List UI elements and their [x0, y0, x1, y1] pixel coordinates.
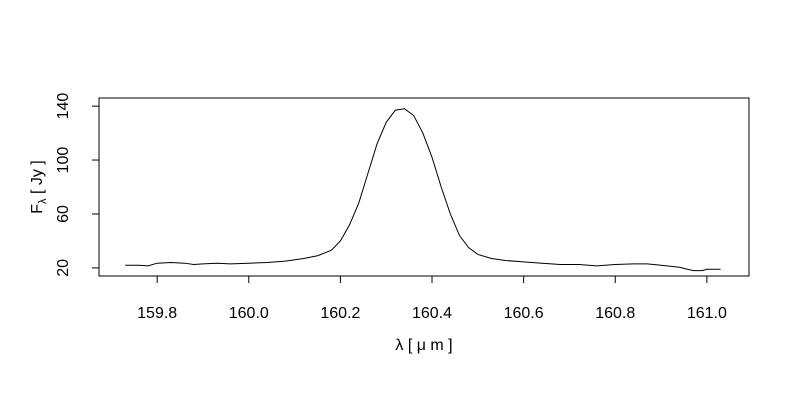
y-tick-label: 20	[55, 259, 72, 277]
y-label-unit: [ Jy ]	[29, 160, 46, 198]
plot-frame	[98, 97, 750, 277]
x-tick-label: 160.6	[504, 305, 544, 322]
y-label-subscript: λ	[37, 198, 49, 204]
x-tick-label: 160.2	[320, 305, 360, 322]
x-tick-label: 160.0	[229, 305, 269, 322]
x-axis-label: λ [ μ m ]	[395, 337, 452, 354]
spectrum-line	[125, 108, 721, 272]
y-tick-label: 100	[55, 147, 72, 174]
x-tick-label: 161.0	[687, 305, 727, 322]
x-tick-label: 160.8	[595, 305, 635, 322]
y-tick-label: 60	[55, 205, 72, 223]
x-tick-label: 159.8	[137, 305, 177, 322]
x-tick-label: 160.4	[412, 305, 452, 322]
y-label-main: F	[29, 204, 46, 214]
y-axis-label: Fλ [ Jy ]	[29, 160, 49, 214]
y-tick-label: 140	[55, 93, 72, 120]
